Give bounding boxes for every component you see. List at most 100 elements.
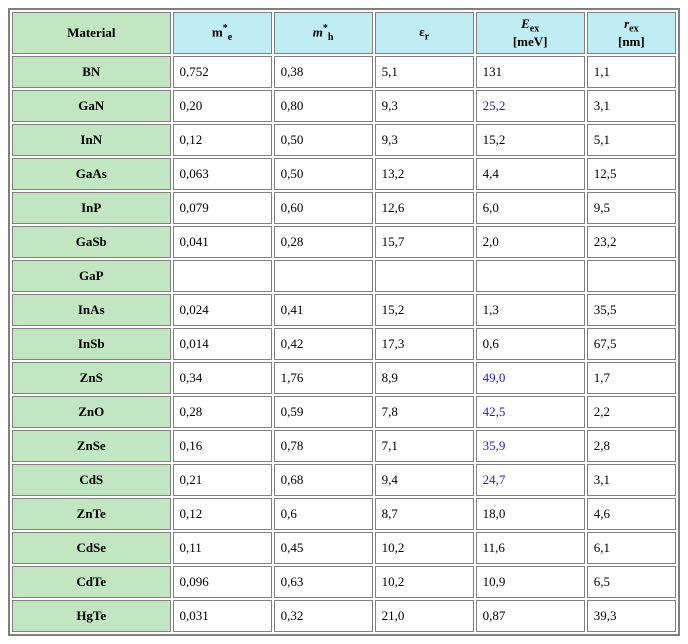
me-cell: 0,063 [173,158,272,190]
eex-cell: 35,9 [476,430,585,462]
mh-cell: 0,78 [274,430,373,462]
eex-cell: 24,7 [476,464,585,496]
material-cell: InP [12,192,171,224]
me-cell: 0,752 [173,56,272,88]
eps-cell: 5,1 [375,56,474,88]
material-cell: InSb [12,328,171,360]
eex-cell: 25,2 [476,90,585,122]
rex-cell [587,260,676,292]
header-mh-base: m [313,24,323,39]
rex-cell: 1,1 [587,56,676,88]
header-eex-sub: ex [530,24,539,35]
mh-cell: 0,63 [274,566,373,598]
eex-cell: 2,0 [476,226,585,258]
eps-cell: 7,1 [375,430,474,462]
eps-cell: 17,3 [375,328,474,360]
me-cell: 0,041 [173,226,272,258]
eex-cell: 6,0 [476,192,585,224]
me-cell: 0,12 [173,124,272,156]
header-me: m*e [173,12,272,54]
material-cell: GaAs [12,158,171,190]
rex-cell: 6,5 [587,566,676,598]
eps-cell: 13,2 [375,158,474,190]
mh-cell: 0,80 [274,90,373,122]
table-row: InN0,120,509,315,25,1 [12,124,676,156]
mh-cell: 0,50 [274,158,373,190]
header-rex-sub: ex [629,24,638,35]
material-cell: GaSb [12,226,171,258]
eps-cell: 9,4 [375,464,474,496]
table-header: Material m*e m*h εr Eex [meV] rex [12,12,676,54]
mh-cell: 0,45 [274,532,373,564]
rex-cell: 3,1 [587,90,676,122]
table-row: InP0,0790,6012,66,09,5 [12,192,676,224]
rex-cell: 67,5 [587,328,676,360]
rex-cell: 35,5 [587,294,676,326]
table-row: BN0,7520,385,11311,1 [12,56,676,88]
mh-cell [274,260,373,292]
eps-cell: 8,7 [375,498,474,530]
eex-cell: 15,2 [476,124,585,156]
me-cell: 0,21 [173,464,272,496]
me-cell: 0,34 [173,362,272,394]
material-cell: ZnO [12,396,171,428]
table-row: GaN0,200,809,325,23,1 [12,90,676,122]
eps-cell: 9,3 [375,90,474,122]
material-cell: InN [12,124,171,156]
mh-cell: 0,60 [274,192,373,224]
eps-cell: 15,2 [375,294,474,326]
eex-cell: 131 [476,56,585,88]
mh-cell: 1,76 [274,362,373,394]
table-row: ZnS0,341,768,949,01,7 [12,362,676,394]
header-eex: Eex [meV] [476,12,585,54]
eex-cell [476,260,585,292]
rex-cell: 3,1 [587,464,676,496]
eex-cell: 10,9 [476,566,585,598]
table-row: CdSe0,110,4510,211,66,1 [12,532,676,564]
table-row: InAs0,0240,4115,21,335,5 [12,294,676,326]
me-cell: 0,024 [173,294,272,326]
material-cell: GaN [12,90,171,122]
material-cell: CdS [12,464,171,496]
eex-cell: 11,6 [476,532,585,564]
header-eex-unit: [meV] [483,35,578,49]
me-cell [173,260,272,292]
eps-cell: 7,8 [375,396,474,428]
eex-cell: 4,4 [476,158,585,190]
header-mh: m*h [274,12,373,54]
eps-cell: 10,2 [375,532,474,564]
eex-cell: 18,0 [476,498,585,530]
header-rex: rex [nm] [587,12,676,54]
material-cell: ZnTe [12,498,171,530]
header-eex-base: E [521,16,530,31]
eex-cell: 42,5 [476,396,585,428]
material-cell: ZnS [12,362,171,394]
eps-cell [375,260,474,292]
rex-cell: 5,1 [587,124,676,156]
rex-cell: 2,8 [587,430,676,462]
mh-cell: 0,41 [274,294,373,326]
eps-cell: 15,7 [375,226,474,258]
eps-cell: 9,3 [375,124,474,156]
me-cell: 0,12 [173,498,272,530]
material-cell: ZnSe [12,430,171,462]
material-cell: CdTe [12,566,171,598]
material-cell: BN [12,56,171,88]
eex-cell: 49,0 [476,362,585,394]
rex-cell: 1,7 [587,362,676,394]
mh-cell: 0,28 [274,226,373,258]
material-cell: InAs [12,294,171,326]
mh-cell: 0,68 [274,464,373,496]
header-me-base: m [212,24,223,39]
eps-cell: 10,2 [375,566,474,598]
rex-cell: 12,5 [587,158,676,190]
table-row: CdTe0,0960,6310,210,96,5 [12,566,676,598]
mh-cell: 0,6 [274,498,373,530]
table-row: ZnTe0,120,68,718,04,6 [12,498,676,530]
mh-cell: 0,59 [274,396,373,428]
header-material-label: Material [67,25,115,40]
header-mh-sub: h [328,32,334,43]
header-rex-unit: [nm] [594,35,669,49]
me-cell: 0,079 [173,192,272,224]
mh-cell: 0,42 [274,328,373,360]
